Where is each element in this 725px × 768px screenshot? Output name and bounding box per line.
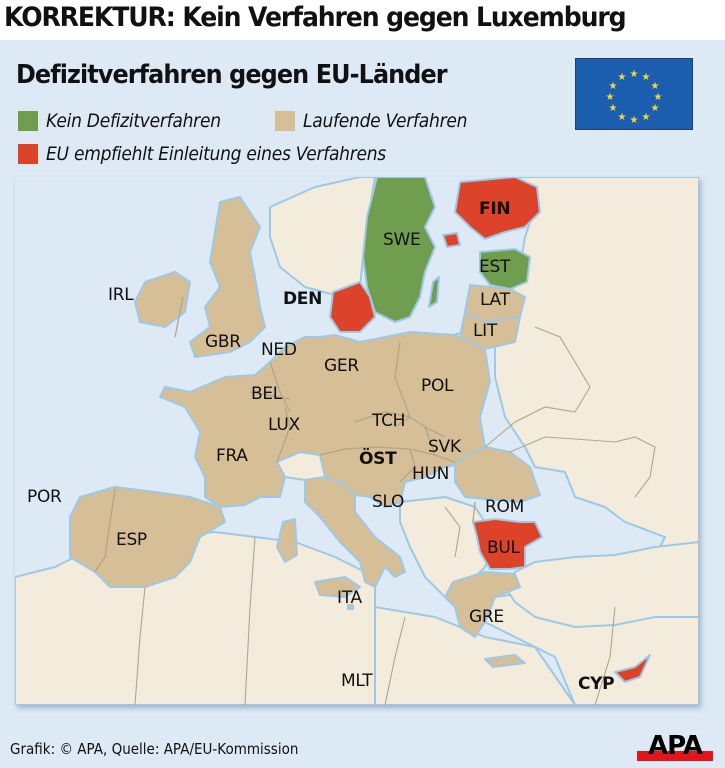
svg-text:★: ★ [630,115,639,126]
legend-item-no-procedure: Kein Defizitverfahren [18,110,240,132]
svg-text:★: ★ [651,81,660,92]
label-ned: NED [261,340,297,360]
label-rom: ROM [485,497,524,517]
label-tch: TCH [372,411,406,431]
apa-logo: APA [637,728,713,762]
legend-label: Laufende Verfahren [303,110,468,132]
label-ita: ITA [337,588,362,608]
svg-text:★: ★ [654,92,663,103]
label-den: DEN [283,289,323,309]
label-svk: SVK [428,437,461,457]
label-fin: FIN [479,199,511,219]
label-est: EST [479,257,511,277]
legend-swatch-red [18,144,38,164]
label-gre: GRE [469,607,504,627]
label-irl: IRL [108,285,134,305]
correction-headline: KORREKTUR: Kein Verfahren gegen Luxembur… [4,2,627,33]
map-shapes [15,177,699,705]
legend-label: EU empfiehlt Einleitung eines Verfahrens [46,143,386,165]
legend-label: Kein Defizitverfahren [46,110,221,132]
label-swe: SWE [383,230,421,250]
label-ger: GER [324,356,359,376]
legend-item-recommended: EU empfiehlt Einleitung eines Verfahrens [18,143,424,165]
svg-text:APA: APA [648,731,703,761]
eu-flag-icon: ★ ★ ★ ★ ★ ★ ★ ★ ★ ★ ★ ★ [575,58,693,130]
label-mlt: MLT [341,671,373,691]
svg-text:★: ★ [630,69,639,80]
legend-item-ongoing: Laufende Verfahren [275,110,485,132]
label-lux: LUX [268,415,300,435]
label-slo: SLO [372,492,405,512]
label-bul: BUL [487,538,520,558]
label-hun: HUN [412,464,450,484]
svg-text:★: ★ [642,72,651,83]
label-ost: ÖST [359,449,397,469]
label-esp: ESP [116,530,147,550]
svg-text:★: ★ [609,81,618,92]
europe-map: IRL GBR DEN SWE FIN EST LAT LIT NED GER … [15,177,699,705]
label-gbr: GBR [205,332,241,352]
label-por: POR [27,487,62,507]
label-cyp: CYP [578,674,615,694]
svg-text:★: ★ [618,112,627,123]
svg-text:★: ★ [606,92,615,103]
svg-text:★: ★ [642,112,651,123]
label-bel: BEL [251,384,282,404]
svg-text:★: ★ [618,72,627,83]
label-pol: POL [421,376,454,396]
chart-title: Defizitverfahren gegen EU-Länder [16,60,448,90]
label-lit: LIT [473,321,497,341]
source-credit: Grafik: © APA, Quelle: APA/EU-Kommission [10,740,299,758]
svg-text:★: ★ [651,103,660,114]
svg-text:★: ★ [609,103,618,114]
legend-swatch-green [18,111,38,131]
legend-swatch-tan [275,111,295,131]
label-fra: FRA [216,446,248,466]
label-lat: LAT [480,290,510,310]
